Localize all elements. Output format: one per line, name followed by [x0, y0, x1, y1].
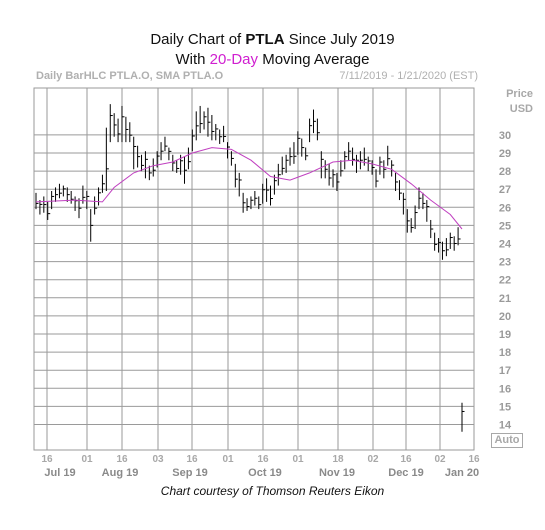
y-tick-label: 15 [499, 401, 511, 413]
y-tick-label: 14 [499, 420, 512, 432]
x-tick-label: 01 [292, 454, 304, 465]
x-tick-label: 16 [186, 454, 198, 465]
x-tick-label: 18 [332, 454, 344, 465]
x-tick-label: 16 [400, 454, 412, 465]
y-tick-label: 22 [499, 275, 511, 287]
title-prefix: Daily Chart of [150, 31, 246, 48]
y-tick-label: 17 [499, 365, 511, 377]
y-tick-label: 24 [499, 239, 512, 251]
month-label: Sep 19 [172, 467, 207, 479]
subtitle-sma-label: 20-Day [209, 51, 259, 68]
currency-axis-label: USD [509, 103, 533, 115]
y-tick-label: 25 [499, 220, 511, 232]
subtitle-prefix: With [175, 51, 210, 68]
date-range: 7/11/2019 - 1/21/2020 (EST) [339, 70, 478, 82]
x-tick-label: 01 [222, 454, 234, 465]
subtitle-suffix: Moving Average [258, 51, 370, 68]
month-label: Oct 19 [248, 467, 282, 479]
sma-line [35, 147, 463, 230]
x-tick-label: 03 [152, 454, 164, 465]
y-tick-label: 21 [499, 293, 511, 305]
x-tick-label: 16 [116, 454, 128, 465]
auto-scale-button[interactable]: Auto [491, 433, 523, 448]
y-tick-label: 29 [499, 148, 511, 160]
title-ticker: PTLA [245, 31, 285, 48]
x-tick-label: 16 [468, 454, 480, 465]
chart-title: Daily Chart of PTLA Since July 2019 [0, 31, 545, 48]
month-label: Aug 19 [102, 467, 139, 479]
y-tick-label: 30 [499, 130, 511, 142]
y-tick-label: 18 [499, 347, 511, 359]
y-tick-label: 20 [499, 311, 511, 323]
series-legend: Daily BarHLC PTLA.O, SMA PTLA.O [36, 70, 224, 82]
plot-frame [33, 87, 475, 451]
y-tick-label: 28 [499, 166, 511, 178]
month-label: Dec 19 [388, 467, 423, 479]
month-label: Jan 20 [445, 467, 479, 479]
y-tick-label: 26 [499, 202, 511, 214]
x-tick-label: 01 [81, 454, 93, 465]
x-tick-label: 02 [434, 454, 446, 465]
title-suffix: Since July 2019 [284, 31, 395, 48]
y-tick-label: 16 [499, 383, 511, 395]
x-tick-label: 16 [41, 454, 53, 465]
chart-credit: Chart courtesy of Thomson Reuters Eikon [160, 484, 385, 498]
y-tick-label: 27 [499, 184, 511, 196]
month-label: Nov 19 [319, 467, 355, 479]
x-tick-label: 02 [367, 454, 379, 465]
chart-subtitle: With 20-Day Moving Average [0, 51, 545, 68]
y-tick-label: 19 [499, 329, 511, 341]
x-tick-label: 16 [257, 454, 269, 465]
price-axis-label: Price [506, 88, 533, 100]
month-label: Jul 19 [44, 467, 75, 479]
y-tick-label: 23 [499, 257, 511, 269]
